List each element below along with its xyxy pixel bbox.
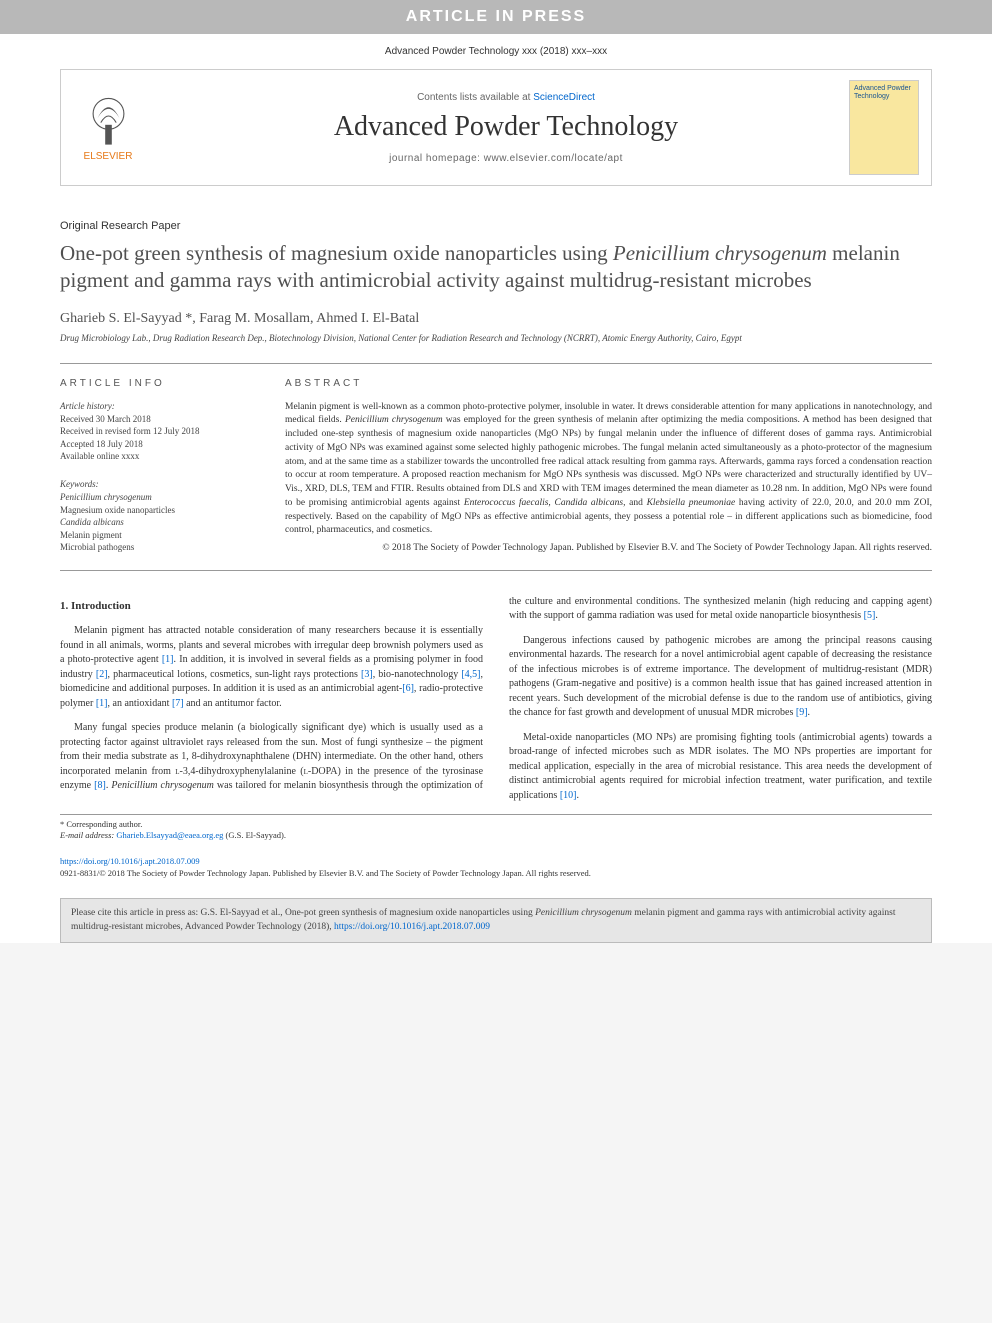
- elsevier-tree-icon: [81, 94, 136, 149]
- article-body: 1. Introduction Melanin pigment has attr…: [60, 595, 932, 804]
- article-title: One-pot green synthesis of magnesium oxi…: [60, 240, 932, 295]
- contents-line: Contents lists available at ScienceDirec…: [163, 92, 849, 103]
- received-date: Received 30 March 2018: [60, 413, 255, 426]
- doi-block: https://doi.org/10.1016/j.apt.2018.07.00…: [60, 856, 932, 866]
- citation-ref[interactable]: [1]: [96, 698, 108, 709]
- corresponding-author-footnote: * Corresponding author. E-mail address: …: [60, 814, 932, 843]
- revised-date: Received in revised form 12 July 2018: [60, 425, 255, 438]
- keyword: Melanin pigment: [60, 529, 255, 542]
- footnote-star: * Corresponding author.: [60, 819, 932, 831]
- bottom-copyright: 0921-8831/© 2018 The Society of Powder T…: [60, 868, 932, 878]
- paper-type: Original Research Paper: [60, 220, 932, 232]
- journal-cover-thumbnail: Advanced Powder Technology: [849, 80, 919, 175]
- doi-link[interactable]: https://doi.org/10.1016/j.apt.2018.07.00…: [60, 856, 200, 866]
- journal-header: ELSEVIER Contents lists available at Sci…: [60, 69, 932, 186]
- abstract-copyright: © 2018 The Society of Powder Technology …: [285, 542, 932, 555]
- keyword: Magnesium oxide nanoparticles: [60, 504, 255, 517]
- affiliation: Drug Microbiology Lab., Drug Radiation R…: [60, 333, 932, 343]
- keyword: Penicillium chrysogenum: [60, 491, 255, 504]
- citation-ref[interactable]: [7]: [172, 698, 184, 709]
- citation-ref[interactable]: [3]: [361, 669, 373, 680]
- citebox-doi-link[interactable]: https://doi.org/10.1016/j.apt.2018.07.00…: [334, 922, 490, 932]
- citation-text: Advanced Powder Technology xxx (2018) xx…: [385, 46, 607, 57]
- keyword: Candida albicans: [60, 516, 255, 529]
- history-label: Article history:: [60, 401, 255, 411]
- body-paragraph: Dangerous infections caused by pathogeni…: [509, 634, 932, 721]
- article-info-block: ARTICLE INFO Article history: Received 3…: [60, 378, 255, 556]
- top-citation: Advanced Powder Technology xxx (2018) xx…: [0, 34, 992, 65]
- article-in-press-banner: ARTICLE IN PRESS: [0, 0, 992, 34]
- citation-ref[interactable]: [9]: [796, 707, 808, 718]
- citation-ref[interactable]: [2]: [96, 669, 108, 680]
- sciencedirect-link[interactable]: ScienceDirect: [533, 92, 595, 103]
- author-email-link[interactable]: Gharieb.Elsayyad@eaea.org.eg: [116, 830, 223, 840]
- citation-ref[interactable]: [8]: [94, 780, 106, 791]
- citation-ref[interactable]: [10]: [560, 790, 577, 801]
- body-paragraph: Melanin pigment has attracted notable co…: [60, 624, 483, 711]
- article-info-heading: ARTICLE INFO: [60, 378, 255, 389]
- journal-name: Advanced Powder Technology: [163, 111, 849, 143]
- elsevier-logo: ELSEVIER: [73, 88, 143, 168]
- keyword: Microbial pathogens: [60, 541, 255, 554]
- email-label: E-mail address:: [60, 830, 116, 840]
- abstract-block: ABSTRACT Melanin pigment is well-known a…: [285, 378, 932, 556]
- please-cite-box: Please cite this article in press as: G.…: [60, 898, 932, 943]
- citation-ref[interactable]: [4,5]: [461, 669, 480, 680]
- elsevier-brand-text: ELSEVIER: [84, 151, 133, 162]
- abstract-heading: ABSTRACT: [285, 378, 932, 389]
- keywords-label: Keywords:: [60, 479, 255, 489]
- citation-ref[interactable]: [1]: [162, 654, 174, 665]
- body-paragraph: Metal-oxide nanoparticles (MO NPs) are p…: [509, 731, 932, 804]
- citation-ref[interactable]: [6]: [402, 683, 414, 694]
- authors: Gharieb S. El-Sayyad *, Farag M. Mosalla…: [60, 311, 932, 327]
- accepted-date: Accepted 18 July 2018: [60, 438, 255, 451]
- online-date: Available online xxxx: [60, 450, 255, 463]
- citation-ref[interactable]: [5]: [864, 610, 876, 621]
- journal-homepage: journal homepage: www.elsevier.com/locat…: [163, 153, 849, 164]
- abstract-text: Melanin pigment is well-known as a commo…: [285, 401, 932, 539]
- homepage-url[interactable]: www.elsevier.com/locate/apt: [484, 153, 623, 164]
- section-heading-intro: 1. Introduction: [60, 599, 483, 615]
